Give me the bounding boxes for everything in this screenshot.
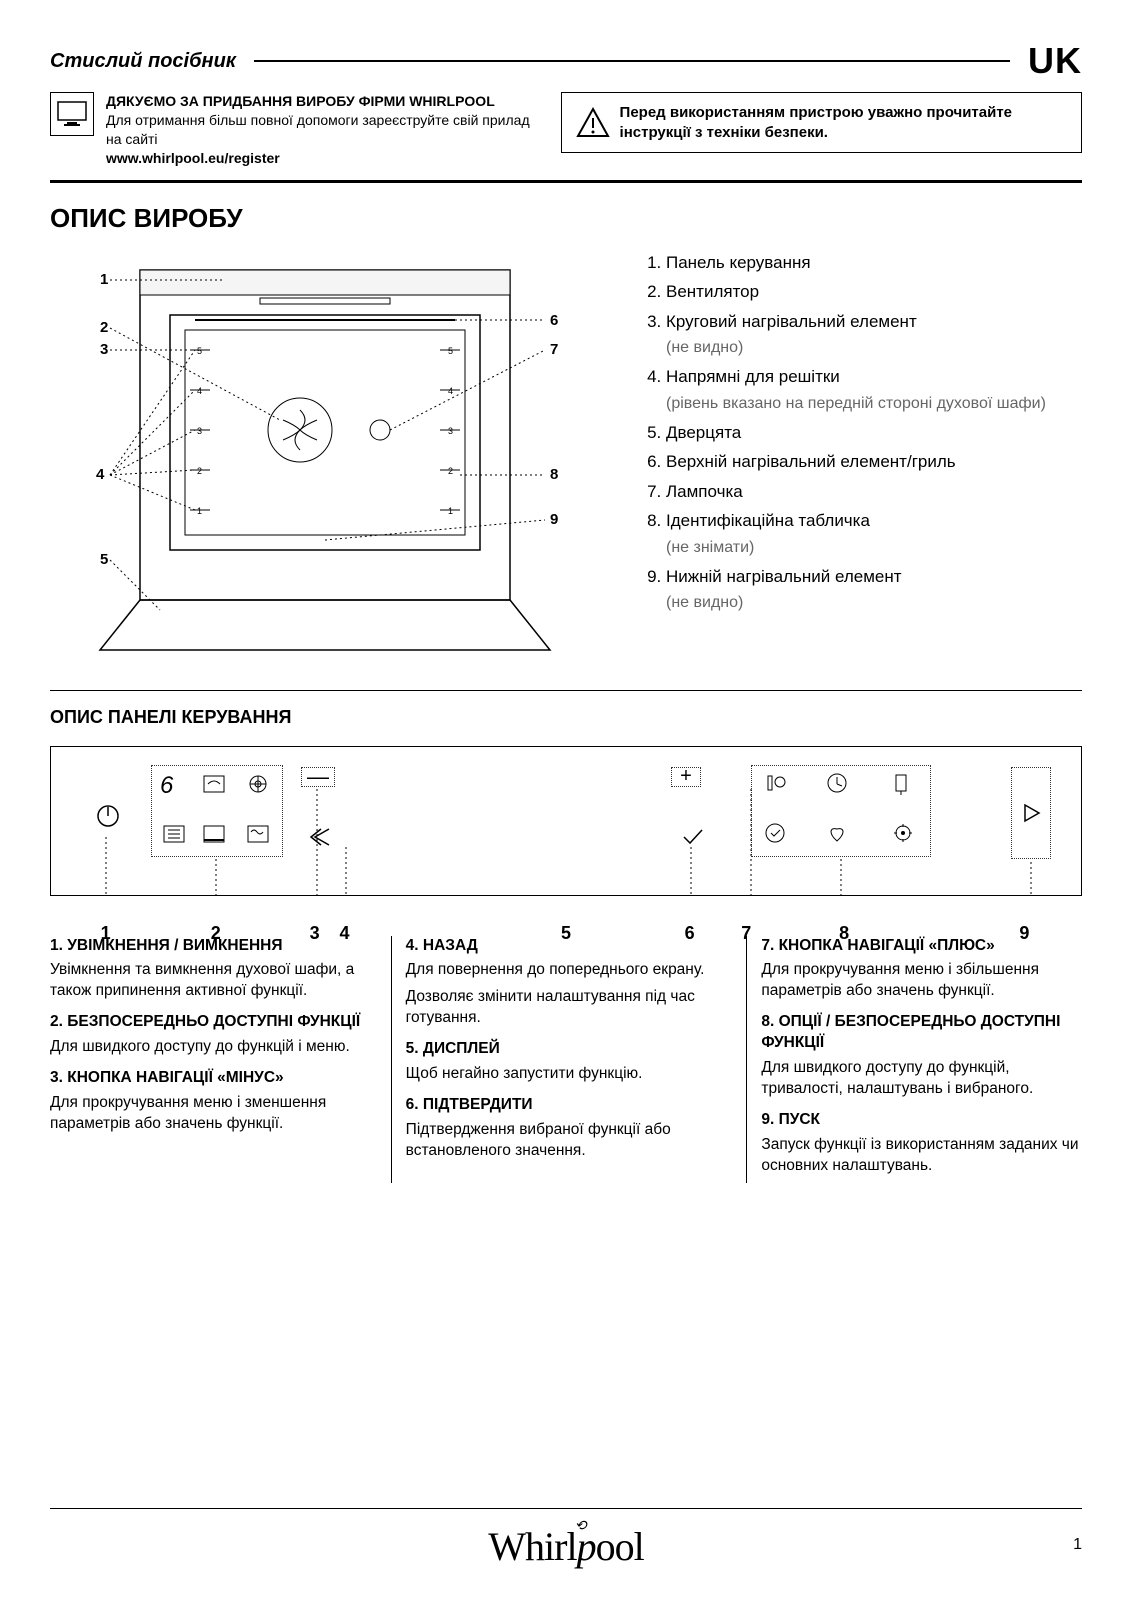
footer-divider [50, 1508, 1082, 1509]
intro-thanks: ДЯКУЄМО ЗА ПРИДБАННЯ ВИРОБУ ФІРМИ WHIRLP… [50, 92, 531, 168]
svg-text:1: 1 [100, 271, 108, 288]
warning-text: Перед використанням пристрою уважно проч… [620, 103, 1067, 142]
warning-icon [576, 106, 610, 140]
control-panel-descriptions: 1. УВІМКНЕННЯ / ВИМКНЕННЯ Увімкнення та … [50, 936, 1082, 1183]
desc-column: 4. НАЗАД Для повернення до попереднього … [391, 936, 727, 1183]
svg-text:3: 3 [448, 426, 453, 436]
list-item: Панель керування [666, 250, 1082, 276]
desc-column: 1. УВІМКНЕННЯ / ВИМКНЕННЯ Увімкнення та … [50, 936, 371, 1183]
svg-text:6: 6 [550, 312, 558, 329]
oven-diagram: 5 4 3 2 1 5 4 3 2 1 [50, 250, 610, 660]
divider [50, 690, 1082, 691]
page-number: 1 [1073, 1536, 1082, 1554]
svg-text:3: 3 [197, 426, 202, 436]
svg-text:5: 5 [448, 346, 453, 356]
divider [50, 180, 1082, 183]
svg-text:2: 2 [197, 466, 202, 476]
svg-text:3: 3 [100, 341, 108, 358]
desc-text: Увімкнення та вимкнення духової шафи, а … [50, 960, 371, 1002]
control-panel-diagram: 6 — + 1 2 [50, 746, 1082, 896]
svg-text:4: 4 [96, 466, 105, 483]
desc-text: Підтвердження вибраної функції або встан… [406, 1120, 727, 1162]
register-url: www.whirlpool.eu/register [106, 149, 531, 168]
list-item: Дверцята [666, 420, 1082, 446]
desc-heading: 8. ОПЦІЇ / БЕЗПОСЕРЕДНЬО ДОСТУПНІ ФУНКЦІ… [761, 1012, 1082, 1054]
desc-text: Дозволяє змінити налаштування під час го… [406, 987, 727, 1029]
svg-text:9: 9 [550, 511, 558, 528]
desc-heading: 6. ПІДТВЕРДИТИ [406, 1095, 727, 1116]
list-item: Нижній нагрівальний елемент(не видно) [666, 564, 1082, 616]
monitor-icon [50, 92, 94, 136]
desc-heading: 9. ПУСК [761, 1110, 1082, 1131]
list-item: Вентилятор [666, 279, 1082, 305]
thanks-text: Для отримання більш повної допомоги заре… [106, 111, 531, 149]
svg-text:2: 2 [100, 319, 108, 336]
desc-text: Для повернення до попереднього екрану. [406, 960, 727, 981]
svg-text:7: 7 [550, 341, 558, 358]
product-description: 5 4 3 2 1 5 4 3 2 1 [50, 250, 1082, 660]
svg-text:5: 5 [100, 551, 108, 568]
desc-heading: 3. КНОПКА НАВІГАЦІЇ «МІНУС» [50, 1068, 371, 1089]
header-divider [254, 60, 1010, 62]
header: Стислий посібник UK [50, 40, 1082, 82]
desc-text: Для прокручування меню і зменшення парам… [50, 1093, 371, 1135]
desc-heading: 5. ДИСПЛЕЙ [406, 1039, 727, 1060]
brand-logo: Whirlp⟲ool [0, 1523, 1132, 1570]
desc-heading: 2. БЕЗПОСЕРЕДНЬО ДОСТУПНІ ФУНКЦІЇ [50, 1012, 371, 1033]
footer: Whirlp⟲ool 1 [0, 1508, 1132, 1570]
svg-text:1: 1 [197, 506, 202, 516]
svg-text:5: 5 [197, 346, 202, 356]
section-title-control-panel: ОПИС ПАНЕЛІ КЕРУВАННЯ [50, 707, 1082, 728]
doc-title: Стислий посібник [50, 50, 236, 73]
desc-text: Для швидкого доступу до функцій і меню. [50, 1037, 371, 1058]
desc-column: 7. КНОПКА НАВІГАЦІЇ «ПЛЮС» Для прокручув… [746, 936, 1082, 1183]
product-parts-list: Панель керування Вентилятор Круговий наг… [640, 250, 1082, 660]
desc-text: Для прокручування меню і збільшення пара… [761, 960, 1082, 1002]
desc-text: Щоб негайно запустити функцію. [406, 1064, 727, 1085]
list-item: Лампочка [666, 479, 1082, 505]
thanks-bold: ДЯКУЄМО ЗА ПРИДБАННЯ ВИРОБУ ФІРМИ WHIRLP… [106, 92, 531, 111]
desc-heading: 7. КНОПКА НАВІГАЦІЇ «ПЛЮС» [761, 936, 1082, 957]
warning-box: Перед використанням пристрою уважно проч… [561, 92, 1082, 153]
intro-section: ДЯКУЄМО ЗА ПРИДБАННЯ ВИРОБУ ФІРМИ WHIRLP… [50, 92, 1082, 168]
list-item: Верхній нагрівальний елемент/гриль [666, 449, 1082, 475]
language-code: UK [1028, 40, 1082, 82]
desc-text: Для швидкого доступу до функцій, тривало… [761, 1058, 1082, 1100]
svg-text:1: 1 [448, 506, 453, 516]
svg-text:4: 4 [197, 386, 202, 396]
svg-text:2: 2 [448, 466, 453, 476]
list-item: Ідентифікаційна табличка(не знімати) [666, 508, 1082, 560]
section-title-product: ОПИС ВИРОБУ [50, 203, 1082, 234]
svg-text:8: 8 [550, 466, 558, 483]
list-item: Напрямні для решітки(рівень вказано на п… [666, 364, 1082, 416]
list-item: Круговий нагрівальний елемент(не видно) [666, 309, 1082, 361]
desc-text: Запуск функції із використанням заданих … [761, 1135, 1082, 1177]
svg-text:4: 4 [448, 386, 453, 396]
